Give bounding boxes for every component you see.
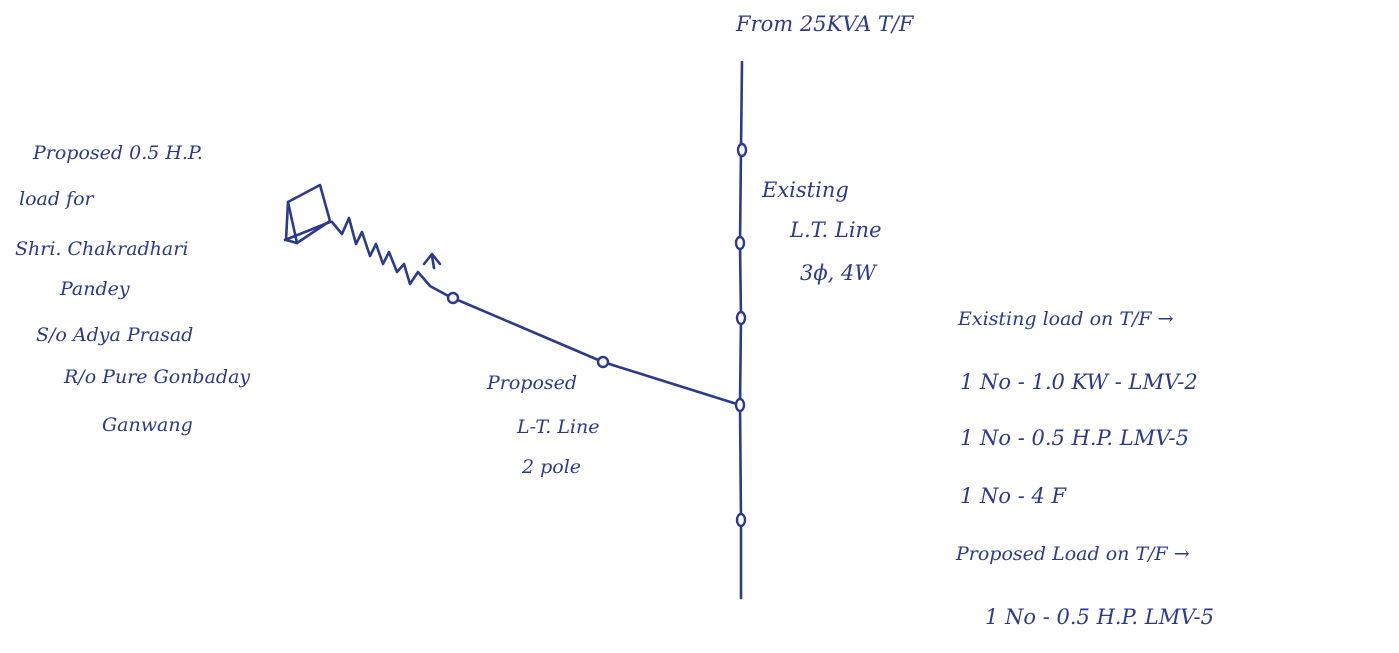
pole-marker [446, 291, 460, 305]
proposed-load-line-7: Ganwang [102, 414, 193, 436]
proposed-tf-load-item: 1 No - 0.5 H.P. LMV-5 [985, 605, 1214, 629]
source-label: From 25KVA T/F [736, 12, 914, 36]
proposed-load-line-4: Pandey [60, 278, 130, 300]
existing-line-label-1: Existing [762, 178, 849, 202]
existing-line-label-3: 3ϕ, 4W [800, 261, 876, 285]
existing-load-item: 1 No - 0.5 H.P. LMV-5 [960, 426, 1189, 450]
proposed-line-label-1: Proposed [487, 372, 578, 394]
proposed-load-line-6: R/o Pure Gonbaday [64, 366, 251, 388]
pole-marker [734, 397, 746, 413]
squiggle-flag [422, 252, 442, 270]
proposed-load-line-3: Shri. Chakradhari [15, 238, 189, 260]
existing-load-heading: Existing load on T/F → [958, 308, 1174, 330]
proposed-line-label-2: L-T. Line [517, 416, 600, 438]
proposed-tf-load-heading: Proposed Load on T/F → [956, 543, 1190, 565]
proposed-line-label-3: 2 pole [522, 456, 582, 478]
pole-marker [736, 142, 748, 158]
pole-marker [735, 310, 747, 326]
existing-load-item: 1 No - 4 F [960, 484, 1067, 508]
pole-marker [596, 355, 610, 369]
proposed-load-line-5: S/o Adya Prasad [36, 324, 194, 346]
service-wire-squiggle [330, 216, 454, 300]
proposed-load-line-2: load for [19, 188, 94, 210]
pole-marker [735, 512, 747, 528]
existing-load-item: 1 No - 1.0 KW - LMV-2 [960, 370, 1198, 394]
existing-line-label-2: L.T. Line [790, 218, 882, 242]
pole-marker [734, 235, 746, 251]
house-icon [283, 183, 332, 245]
proposed-load-line-1: Proposed 0.5 H.P. [33, 142, 203, 164]
